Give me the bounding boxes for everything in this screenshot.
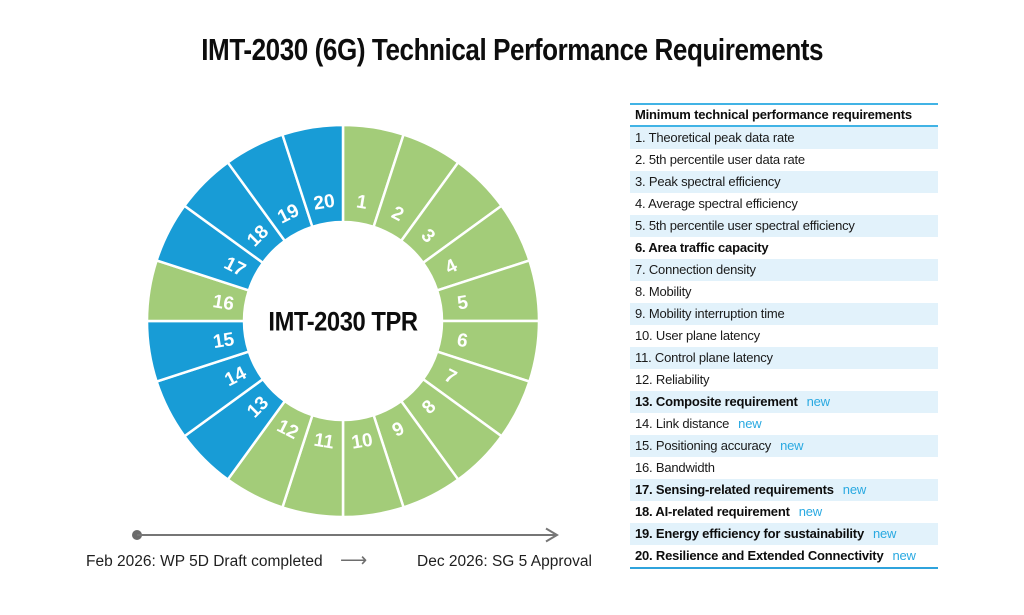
table-row: 10. User plane latency: [630, 325, 938, 347]
table-row: 16. Bandwidth: [630, 457, 938, 479]
row-label: 1. Theoretical peak data rate: [635, 130, 795, 145]
new-badge: new: [872, 526, 897, 541]
new-badge: new: [780, 438, 804, 453]
table-row: 19. Energy efficiency for sustainability…: [630, 523, 938, 545]
row-label: 4. Average spectral efficiency: [635, 196, 798, 211]
timeline-end-label: Dec 2026: SG 5 Approval: [417, 553, 592, 570]
table-row: 15. Positioning accuracy new: [630, 435, 938, 457]
timeline-arrowhead-icon: [545, 527, 559, 543]
table-row: 13. Composite requirement new: [630, 391, 938, 413]
table-row: 18. AI-related requirement new: [630, 501, 938, 523]
requirements-table: Minimum technical performance requiremen…: [630, 103, 938, 569]
page-title: IMT-2030 (6G) Technical Performance Requ…: [201, 32, 823, 67]
row-label: 12. Reliability: [635, 372, 710, 387]
new-badge: new: [892, 548, 916, 563]
donut-segment-number: 15: [212, 329, 237, 353]
table-row: 8. Mobility: [630, 281, 938, 303]
table-row: 2. 5th percentile user data rate: [630, 149, 938, 171]
row-label: 16. Bandwidth: [635, 460, 715, 475]
table-row: 3. Peak spectral efficiency: [630, 171, 938, 193]
table-body: 1. Theoretical peak data rate 2. 5th perc…: [630, 127, 938, 569]
row-label: 19. Energy efficiency for sustainability: [635, 526, 864, 541]
row-label: 11. Control plane latency: [635, 350, 773, 365]
timeline-arrow: [132, 527, 559, 543]
donut-segment-number: 20: [312, 191, 336, 215]
table-row: 14. Link distance new: [630, 413, 938, 435]
donut-segment-number: 6: [455, 330, 469, 352]
row-label: 15. Positioning accuracy: [635, 438, 772, 453]
table-row: 17. Sensing-related requirements new: [630, 479, 938, 501]
table-row: 5. 5th percentile user spectral efficien…: [630, 215, 938, 237]
timeline-start-label: Feb 2026: WP 5D Draft completed: [86, 553, 323, 570]
table-row: 20. Resilience and Extended Connectivity…: [630, 545, 938, 569]
table-row: 11. Control plane latency: [630, 347, 938, 369]
row-label: 14. Link distance: [635, 416, 730, 431]
row-label: 18. AI-related requirement: [635, 504, 790, 519]
new-badge: new: [842, 482, 867, 497]
table-row: 12. Reliability: [630, 369, 938, 391]
new-badge: new: [806, 394, 830, 409]
row-label: 9. Mobility interruption time: [635, 306, 785, 321]
row-label: 2. 5th percentile user data rate: [635, 152, 805, 167]
row-label: 10. User plane latency: [635, 328, 760, 343]
page-title-wrap: IMT-2030 (6G) Technical Performance Requ…: [0, 32, 1024, 68]
row-label: 13. Composite requirement: [635, 394, 798, 409]
donut-segment-number: 5: [456, 292, 470, 314]
donut-segment-number: 10: [350, 430, 374, 454]
table-row: 6. Area traffic capacity: [630, 237, 938, 259]
table-row: 1. Theoretical peak data rate: [630, 127, 938, 149]
new-badge: new: [738, 416, 762, 431]
donut-segment-number: 11: [312, 430, 336, 454]
row-label: 8. Mobility: [635, 284, 692, 299]
row-label: 20. Resilience and Extended Connectivity: [635, 548, 884, 563]
row-label: 7. Connection density: [635, 262, 756, 277]
donut-segment-number: 1: [355, 191, 369, 213]
donut-segment-number: 16: [211, 291, 235, 315]
row-label: 17. Sensing-related requirements: [635, 482, 834, 497]
row-label: 6. Area traffic capacity: [635, 240, 769, 255]
table-row: 7. Connection density: [630, 259, 938, 281]
timeline-mid-arrow-icon: ⟶: [340, 550, 368, 571]
donut-center-label: IMT-2030 TPR: [268, 307, 417, 337]
row-label: 5. 5th percentile user spectral efficien…: [635, 218, 855, 233]
table-header: Minimum technical performance requiremen…: [630, 103, 938, 127]
new-badge: new: [798, 504, 822, 519]
table-row: 9. Mobility interruption time: [630, 303, 938, 325]
table-row: 4. Average spectral efficiency: [630, 193, 938, 215]
donut-segment-20: [280, 123, 345, 229]
row-label: 3. Peak spectral efficiency: [635, 174, 781, 189]
